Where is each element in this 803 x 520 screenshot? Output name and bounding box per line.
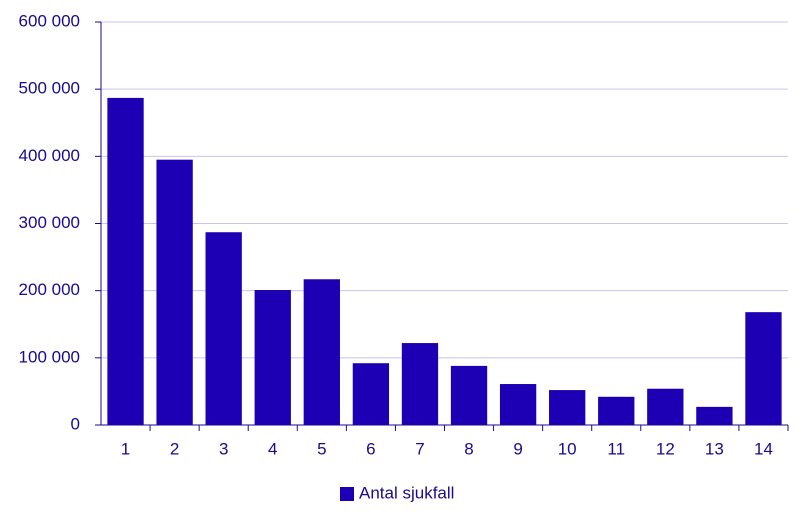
- x-tick-label: 10: [558, 439, 577, 458]
- x-tick-label: 9: [513, 439, 522, 458]
- bar: [450, 365, 488, 425]
- x-tick-label: 2: [170, 439, 179, 458]
- bar: [156, 159, 193, 426]
- bar: [352, 363, 390, 425]
- bar: [303, 279, 340, 425]
- bar: [107, 97, 144, 426]
- y-tick-label: 500 000: [19, 79, 80, 98]
- x-tick-label: 7: [415, 439, 424, 458]
- x-tick-label: 8: [464, 439, 473, 458]
- y-tick-label: 400 000: [19, 146, 80, 165]
- x-tick-label: 1: [121, 439, 130, 458]
- legend-label: Antal sjukfall: [359, 483, 454, 502]
- bar: [696, 406, 733, 425]
- x-tick-label: 3: [219, 439, 228, 458]
- x-tick-label: 5: [317, 439, 326, 458]
- bar: [205, 232, 242, 425]
- x-tick-label: 13: [705, 439, 724, 458]
- y-tick-label: 100 000: [19, 347, 80, 366]
- legend-swatch: [340, 487, 354, 501]
- bar: [598, 396, 635, 425]
- x-tick-label: 14: [754, 439, 773, 458]
- bar: [499, 384, 537, 425]
- y-tick-label: 600 000: [19, 11, 80, 30]
- y-tick-label: 200 000: [19, 280, 80, 299]
- bar: [549, 390, 586, 425]
- x-tick-label: 4: [268, 439, 277, 458]
- y-tick-label: 0: [71, 414, 80, 433]
- bar: [647, 388, 684, 425]
- bar: [401, 343, 439, 425]
- x-tick-label: 11: [607, 439, 625, 458]
- x-tick-label: 6: [366, 439, 375, 458]
- x-tick-label: 12: [656, 439, 675, 458]
- bar: [254, 289, 291, 425]
- bar: [745, 312, 782, 425]
- y-tick-label: 300 000: [19, 213, 80, 232]
